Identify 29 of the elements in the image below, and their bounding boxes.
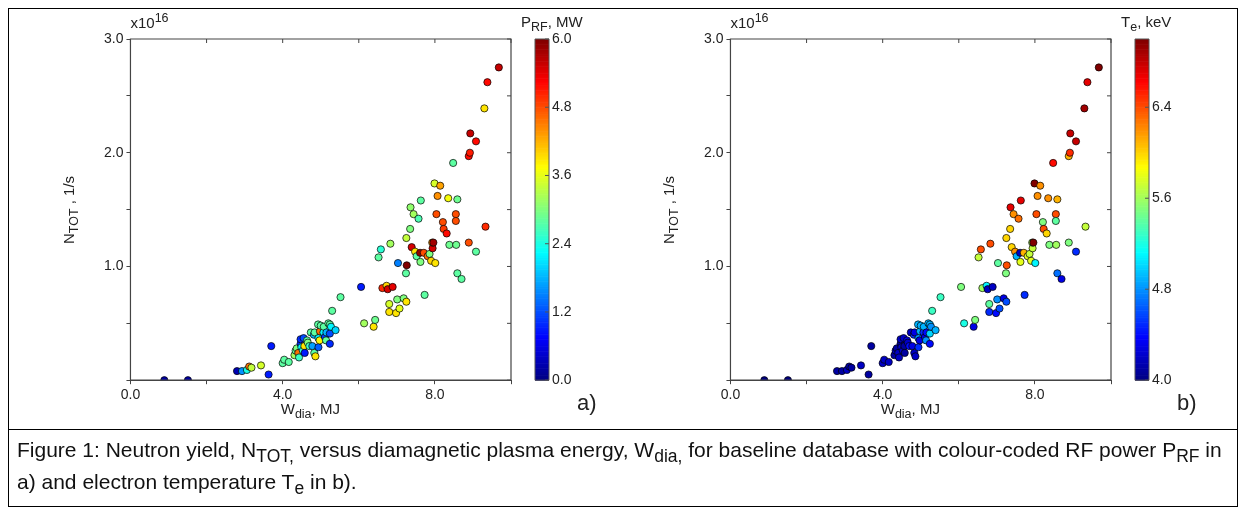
y-tick-label: 1.0 xyxy=(703,257,724,274)
text: x10$^{16}$ xyxy=(730,11,769,31)
x-tick-label: 8.0 xyxy=(425,386,445,403)
x-tick-label: 4.0 xyxy=(872,386,893,403)
x-axis-title: W$_{dia}$, MJ xyxy=(280,400,340,422)
x-tick-label: 0.0 xyxy=(120,386,141,403)
color-bar-label: 4.8 xyxy=(552,98,572,115)
text: b) xyxy=(1177,390,1197,417)
y-tick-label: 1.0 xyxy=(103,257,124,274)
x-tick-label: 8.0 xyxy=(1025,386,1045,403)
x-tick-label: 4.0 xyxy=(272,386,293,403)
x-tick-label: 0.0 xyxy=(720,386,741,403)
color-bar-label: 2.4 xyxy=(552,234,572,251)
text: Figure 1: Neutron yield, N$_{TOT,}$ versus diamagnetic plasma energy, W$_{dia,}$ for baseline database with colour-coded RF power P$_{RF}$ in a) and electron temperature T$_{e}$ in b). xyxy=(17,438,1222,499)
color-bar-label: 1.2 xyxy=(552,302,572,319)
text: x10$^{16}$ xyxy=(130,11,169,31)
color-bar-label: 3.6 xyxy=(552,166,572,183)
color-bar-label: 4.0 xyxy=(1152,371,1172,388)
y-tick-label: 2.0 xyxy=(103,143,124,160)
color-bar-label: 0.0 xyxy=(552,371,572,388)
color-bar-label: 4.8 xyxy=(1152,280,1172,297)
text: a) xyxy=(577,390,597,417)
color-bar-title: T$_{e}$, keV xyxy=(1121,13,1172,34)
y-tick-label: 3.0 xyxy=(103,29,124,46)
color-bar-label: 6.4 xyxy=(1152,98,1172,115)
color-bar-label: 5.6 xyxy=(1152,189,1172,206)
x-axis-title: W$_{dia}$, MJ xyxy=(880,400,940,422)
y-tick-label: 2.0 xyxy=(703,143,724,160)
y-tick-label: 3.0 xyxy=(703,29,724,46)
